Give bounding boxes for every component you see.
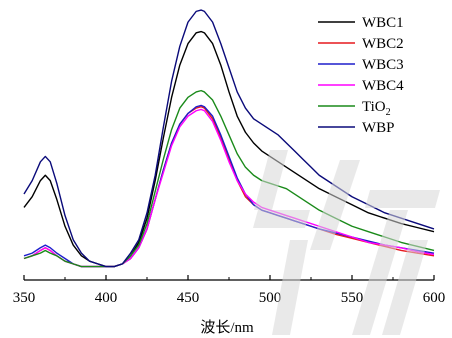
series-line-1 [23, 30, 435, 268]
legend-label: WBC4 [362, 78, 404, 94]
series-layer [23, 9, 435, 268]
series-line-5 [23, 89, 435, 268]
legend: WBC1 WBC2 WBC3 WBC4 TiO2 WBP [318, 15, 404, 136]
x-tick-label: 500 [259, 290, 282, 306]
x-tick-label: 350 [13, 290, 36, 306]
legend-label: WBC3 [362, 57, 404, 73]
legend-label: WBC1 [362, 15, 404, 31]
axes: 350 400 450 500 550 600 [13, 275, 446, 306]
x-axis-label: 波长/nm [200, 319, 254, 336]
legend-label: WBC2 [362, 36, 404, 52]
series-line-6 [23, 9, 435, 268]
legend-label: WBP [362, 120, 395, 136]
legend-label: TiO2 [362, 99, 391, 118]
x-tick-label: 450 [177, 290, 200, 306]
watermark-graphic [253, 150, 440, 335]
x-tick-label: 400 [95, 290, 118, 306]
x-tick-label: 550 [341, 290, 364, 306]
x-tick-label: 600 [423, 290, 446, 306]
